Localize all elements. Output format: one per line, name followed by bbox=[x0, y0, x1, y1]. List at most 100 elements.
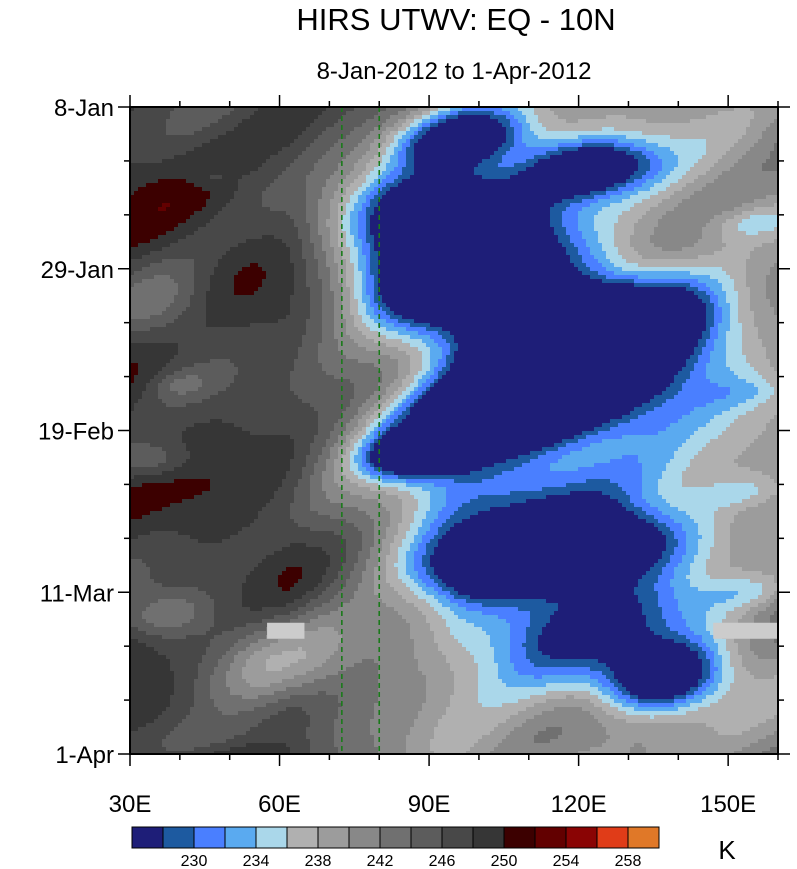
field-cell bbox=[362, 203, 367, 208]
field-cell bbox=[554, 115, 559, 120]
field-cell bbox=[626, 175, 631, 180]
field-cell bbox=[706, 223, 711, 228]
field-cell bbox=[510, 187, 515, 192]
field-cell bbox=[742, 107, 747, 112]
field-cell bbox=[482, 159, 487, 164]
field-cell bbox=[194, 191, 199, 196]
field-cell bbox=[266, 159, 271, 164]
field-cell bbox=[526, 135, 531, 140]
field-cell bbox=[510, 155, 515, 160]
field-cell bbox=[266, 163, 271, 168]
field-cell bbox=[386, 191, 391, 196]
field-cell bbox=[698, 171, 703, 176]
field-cell bbox=[722, 119, 727, 124]
field-cell bbox=[558, 147, 563, 152]
field-cell bbox=[254, 199, 259, 204]
field-cell bbox=[702, 135, 707, 140]
field-cell bbox=[170, 123, 175, 128]
field-cell bbox=[526, 143, 531, 148]
field-cell bbox=[574, 111, 579, 116]
field-cell bbox=[162, 187, 167, 192]
field-cell bbox=[650, 163, 655, 168]
field-cell bbox=[130, 111, 135, 116]
field-cell bbox=[570, 215, 575, 220]
field-cell bbox=[466, 203, 471, 208]
field-cell bbox=[130, 127, 135, 132]
field-cell bbox=[730, 119, 735, 124]
field-cell bbox=[426, 147, 431, 152]
field-cell bbox=[650, 115, 655, 120]
field-cell bbox=[622, 195, 627, 200]
field-cell bbox=[514, 207, 519, 212]
field-cell bbox=[502, 207, 507, 212]
field-cell bbox=[762, 131, 767, 136]
field-cell bbox=[314, 199, 319, 204]
field-cell bbox=[514, 171, 519, 176]
field-cell bbox=[394, 147, 399, 152]
field-cell bbox=[278, 123, 283, 128]
field-cell bbox=[686, 187, 691, 192]
field-cell bbox=[150, 179, 155, 184]
field-cell bbox=[290, 131, 295, 136]
field-cell bbox=[766, 139, 771, 144]
field-cell bbox=[322, 211, 327, 216]
field-cell bbox=[506, 107, 511, 112]
field-cell bbox=[366, 191, 371, 196]
field-cell bbox=[350, 227, 355, 232]
field-cell bbox=[150, 107, 155, 112]
field-cell bbox=[182, 171, 187, 176]
field-cell bbox=[274, 179, 279, 184]
field-cell bbox=[634, 199, 639, 204]
field-cell bbox=[350, 207, 355, 212]
field-cell bbox=[514, 139, 519, 144]
field-cell bbox=[234, 199, 239, 204]
field-cell bbox=[170, 127, 175, 132]
field-cell bbox=[430, 119, 435, 124]
field-cell bbox=[326, 203, 331, 208]
field-cell bbox=[358, 111, 363, 116]
field-cell bbox=[154, 139, 159, 144]
field-cell bbox=[426, 135, 431, 140]
field-cell bbox=[686, 143, 691, 148]
field-cell bbox=[582, 127, 587, 132]
field-cell bbox=[246, 151, 251, 156]
field-cell bbox=[402, 151, 407, 156]
field-cell bbox=[298, 131, 303, 136]
field-cell bbox=[774, 179, 778, 184]
field-cell bbox=[298, 167, 303, 172]
field-cell bbox=[526, 131, 531, 136]
field-cell bbox=[566, 155, 571, 160]
field-cell bbox=[618, 227, 623, 232]
field-cell bbox=[622, 115, 627, 120]
field-cell bbox=[182, 203, 187, 208]
field-cell bbox=[234, 155, 239, 160]
field-cell bbox=[314, 135, 319, 140]
field-cell bbox=[546, 227, 551, 232]
field-cell bbox=[198, 123, 203, 128]
field-cell bbox=[194, 139, 199, 144]
field-cell bbox=[770, 151, 775, 156]
field-cell bbox=[410, 143, 415, 148]
field-cell bbox=[554, 147, 559, 152]
field-cell bbox=[366, 219, 371, 224]
field-cell bbox=[202, 187, 207, 192]
field-cell bbox=[490, 191, 495, 196]
field-cell bbox=[190, 143, 195, 148]
field-cell bbox=[654, 123, 659, 128]
field-cell bbox=[614, 187, 619, 192]
field-cell bbox=[150, 199, 155, 204]
field-cell bbox=[674, 215, 679, 220]
field-cell bbox=[578, 139, 583, 144]
field-cell bbox=[494, 183, 499, 188]
field-cell bbox=[734, 207, 739, 212]
field-cell bbox=[670, 175, 675, 180]
field-cell bbox=[290, 187, 295, 192]
field-cell bbox=[762, 155, 767, 160]
field-cell bbox=[338, 171, 343, 176]
field-cell bbox=[662, 227, 667, 232]
field-cell bbox=[738, 127, 743, 132]
field-cell bbox=[198, 179, 203, 184]
field-cell bbox=[750, 155, 755, 160]
field-cell bbox=[146, 155, 151, 160]
field-cell bbox=[490, 147, 495, 152]
